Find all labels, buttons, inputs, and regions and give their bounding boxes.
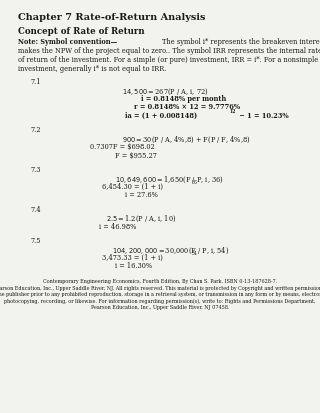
Text: obtained from the publisher prior to any prohibited reproduction, storage in a r: obtained from the publisher prior to any… [0, 291, 320, 296]
Text: 54: 54 [192, 250, 197, 255]
Text: − 1 = 10.23%: − 1 = 10.23% [237, 112, 289, 119]
Text: 3,473.33 = (1 + i): 3,473.33 = (1 + i) [102, 253, 163, 261]
Text: 7.2: 7.2 [30, 126, 41, 134]
Text: 0.7307F = $698.02: 0.7307F = $698.02 [90, 142, 154, 151]
Text: 7.1: 7.1 [30, 78, 41, 85]
Text: Contemporary Engineering Economics, Fourth Edition, By Chan S. Park. ISBN 0-13-1: Contemporary Engineering Economics, Four… [43, 278, 277, 283]
Text: ia = (1 + 0.008148): ia = (1 + 0.008148) [125, 112, 197, 119]
Text: Note: Symbol convention—: Note: Symbol convention— [18, 38, 117, 46]
Text: investment, generally i* is not equal to IRR.: investment, generally i* is not equal to… [18, 64, 166, 73]
Text: i = 46.98%: i = 46.98% [99, 222, 137, 230]
Text: i = 0.8148% per month: i = 0.8148% per month [141, 95, 226, 102]
Text: 12: 12 [229, 109, 236, 114]
Text: 7.5: 7.5 [30, 236, 41, 244]
Text: Pearson Education, Inc., Upper Saddle River, NJ 07458.: Pearson Education, Inc., Upper Saddle Ri… [91, 304, 229, 309]
Text: The symbol i* represents the breakeven interest rate that: The symbol i* represents the breakeven i… [162, 38, 320, 46]
Text: i = 27.6%: i = 27.6% [125, 191, 158, 199]
Text: © 2007 Pearson Education, Inc., Upper Saddle River, NJ. All rights reserved. Thi: © 2007 Pearson Education, Inc., Upper Sa… [0, 285, 320, 290]
Text: 7.3: 7.3 [30, 165, 41, 173]
Text: $10,649,600 = $1,650(F / P, i, 36): $10,649,600 = $1,650(F / P, i, 36) [115, 174, 224, 184]
Text: F = $955.27: F = $955.27 [115, 151, 157, 159]
Text: photocopying, recording, or likewise. For information regarding permission(s), w: photocopying, recording, or likewise. Fo… [4, 298, 316, 303]
Text: 36: 36 [192, 179, 197, 185]
Text: $900 = $30(P / A, 4%,8) + F(P / F, 4%,8): $900 = $30(P / A, 4%,8) + F(P / F, 4%,8) [122, 134, 250, 145]
Text: Chapter 7 Rate-of-Return Analysis: Chapter 7 Rate-of-Return Analysis [18, 13, 205, 22]
Text: of return of the investment. For a simple (or pure) investment, IRR = i*. For a : of return of the investment. For a simpl… [18, 56, 318, 64]
Text: $14,500 = $267(P / A, i, 72): $14,500 = $267(P / A, i, 72) [122, 86, 208, 96]
Text: makes the NPW of the project equal to zero.. The symbol IRR represents the inter: makes the NPW of the project equal to ze… [18, 47, 320, 55]
Text: i = 16.30%: i = 16.30% [115, 261, 152, 270]
Text: Concept of Rate of Return: Concept of Rate of Return [18, 27, 144, 36]
Text: $2.5 = $1.2(P / A, i, 10): $2.5 = $1.2(P / A, i, 10) [106, 214, 176, 224]
Text: 7.4: 7.4 [30, 205, 41, 213]
Text: $104,200,000 = $30,000(F / P, i, 54): $104,200,000 = $30,000(F / P, i, 54) [112, 244, 229, 255]
Text: 6,454.30 = (1 + i): 6,454.30 = (1 + i) [102, 182, 164, 190]
Text: r = 0.8148% × 12 = 9.7776%: r = 0.8148% × 12 = 9.7776% [134, 103, 241, 111]
